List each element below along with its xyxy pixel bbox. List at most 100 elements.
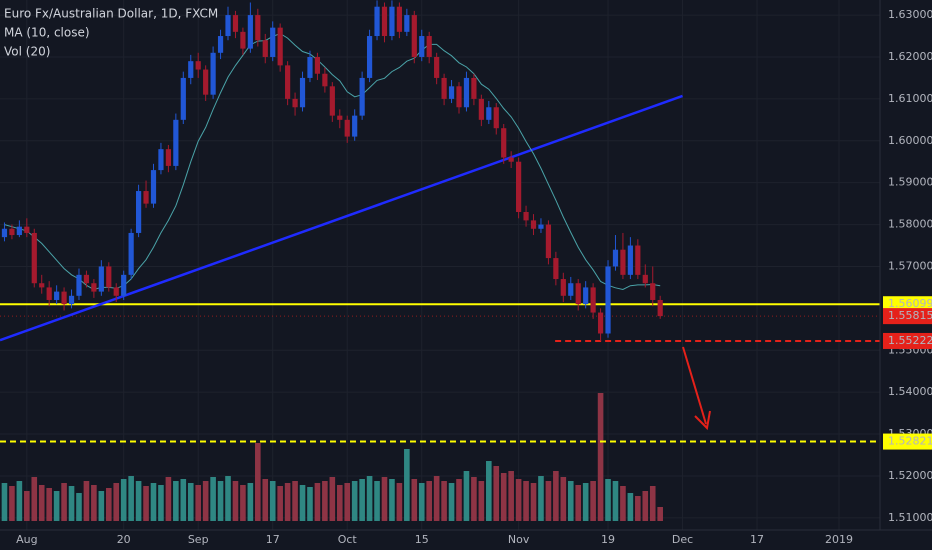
candle-body [366,36,373,78]
candle-body [389,6,395,37]
volume-bar [426,481,432,521]
trend-line [0,94,683,342]
candles [1,0,663,342]
levels [0,303,880,443]
candle-body [143,191,149,204]
volume-bar [314,483,321,521]
volume-bar [1,483,8,521]
volume-bar [486,461,492,521]
volume-bar [53,491,60,521]
candle-body [217,36,224,53]
candle-body [128,232,134,275]
candle-body [158,149,164,171]
indicator-label: MA (10, close) [4,26,90,40]
candle-body [46,287,52,300]
candle-body [255,15,261,41]
candle-body [329,86,335,116]
price-label-box [883,332,932,349]
candle-body [113,287,119,296]
volume-bar [269,481,276,521]
volume-bar [359,479,365,521]
volume-bar [329,477,336,521]
candle-body [165,149,171,166]
candle-body [508,157,514,162]
candle-body [478,98,484,120]
price-label: 1.55222 [888,334,932,347]
candle-body [538,224,544,229]
volume-bar [16,481,23,521]
volume-bar [225,476,231,521]
x-tick-label: 2019 [825,533,853,546]
volume-bar [98,491,105,521]
candle-body [262,40,268,57]
candle-body [560,279,566,296]
axes: 1.510001.520001.530001.540001.550001.570… [16,8,932,546]
volume-bar [135,481,142,521]
volume-bar [642,491,649,521]
candle-body [121,274,127,296]
candle-body [419,36,425,57]
volume-bar [322,481,328,521]
candle-body [650,283,656,300]
candle-body [471,77,477,99]
candle-body [31,232,37,284]
volume-bar [277,486,283,521]
volume-bar [404,449,410,521]
candle-body [1,228,8,238]
candle-body [590,287,596,313]
volume-bar [76,493,82,521]
price-label: 1.55815 [888,309,932,322]
volume-bar [351,481,358,521]
volume-bar [180,479,187,521]
candle-body [530,220,537,229]
candle-body [597,312,604,334]
volume-bar [143,486,149,521]
volume-bar [366,476,373,521]
volume-bar [523,481,529,521]
candle-body [150,170,157,204]
candle-body [374,6,380,37]
volume-bar [381,477,388,521]
arrow-shaft [682,346,707,425]
candle-body [270,27,276,57]
grid [0,0,880,530]
volume-bar [463,471,470,521]
volume-bar [217,481,224,521]
candle-body [135,191,142,233]
volume-bar [284,483,291,521]
arrow-head [694,410,711,431]
volume-bar [46,488,52,521]
candle-body [337,115,343,120]
volume-bar [433,476,440,521]
volume-bar [336,485,343,521]
volume-bar [545,481,552,521]
volume-bar [471,477,477,521]
volume-bar [500,473,507,521]
volume-bar [597,393,604,521]
candle-body [180,77,186,120]
volume-bar [456,479,462,521]
candle-body [247,15,253,49]
candle-body [277,27,283,66]
volume-bar [38,485,45,521]
candle-body [61,291,67,305]
y-tick-label: 1.63000 [888,8,932,21]
volume-bar [560,477,567,521]
candle-body [232,15,239,32]
volume-bar [120,479,127,521]
x-tick-label: Dec [672,533,693,546]
volume-bar [411,479,418,521]
candle-body [16,226,22,236]
x-tick-label: 19 [601,533,615,546]
volume-bar [232,481,239,521]
volume-bar [187,483,194,521]
trendline [0,94,683,342]
candle-body [434,56,440,78]
candle-body [322,73,328,87]
candle-body [396,6,402,32]
volume-bar [515,479,522,521]
volume-bar [575,485,582,521]
price-label: 1.52821 [888,435,932,448]
volume-bar [158,485,164,521]
candle-body [657,299,663,317]
